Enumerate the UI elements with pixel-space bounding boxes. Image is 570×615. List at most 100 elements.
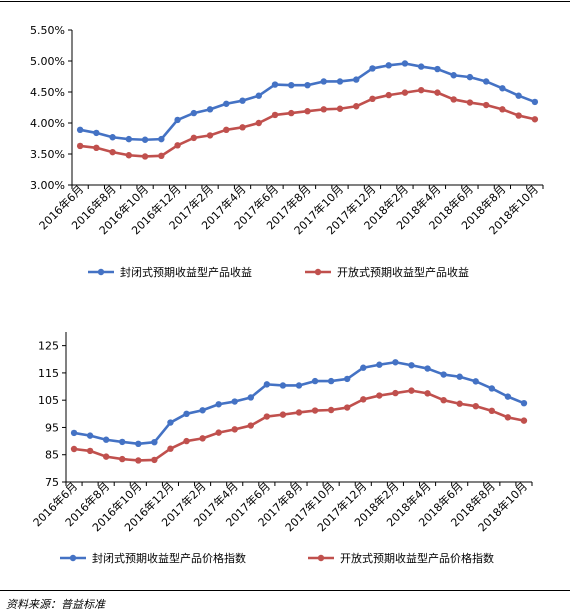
data-point (247, 422, 254, 429)
data-point (304, 108, 311, 115)
data-point (336, 78, 344, 85)
y-tick-label: 125 (38, 340, 59, 353)
data-point (311, 407, 319, 414)
chart-1: 3.00%3.50%4.00%4.50%5.00%5.50%2016年6月201… (30, 24, 544, 279)
legend-label: 封闭式预期收益型产品收益 (120, 265, 252, 279)
data-point (279, 382, 287, 389)
data-point (183, 410, 190, 418)
legend-label: 封闭式预期收益型产品价格指数 (92, 551, 246, 565)
data-point (135, 440, 142, 448)
y-tick-label: 105 (38, 394, 59, 407)
data-point (482, 101, 490, 109)
data-point (263, 413, 271, 420)
data-point (183, 437, 190, 445)
data-point (369, 65, 376, 72)
data-point (158, 135, 165, 143)
data-point (417, 86, 425, 94)
series-line-2 (79, 88, 536, 158)
data-point (440, 371, 447, 378)
data-point (86, 432, 94, 439)
data-point (369, 95, 376, 103)
data-point (344, 375, 351, 383)
data-point (141, 136, 149, 143)
legend-swatch-marker (97, 268, 105, 276)
data-point (295, 382, 303, 389)
data-point (151, 456, 158, 464)
data-point (167, 445, 174, 452)
data-point (304, 81, 311, 89)
data-point (109, 134, 116, 141)
data-point (488, 407, 496, 415)
data-point (327, 406, 335, 414)
data-point (199, 407, 206, 414)
data-point (456, 400, 463, 407)
data-point (174, 116, 181, 124)
data-point (158, 152, 165, 160)
y-tick-label: 75 (45, 476, 59, 489)
data-point (70, 445, 78, 453)
y-tick-label: 5.00% (30, 55, 65, 68)
data-point (466, 73, 474, 81)
top-rule (0, 1, 570, 2)
data-point (239, 124, 246, 131)
data-point (376, 392, 383, 399)
data-point (141, 153, 149, 160)
data-point (417, 63, 425, 70)
data-point (344, 404, 351, 411)
data-point (499, 106, 506, 113)
data-point (450, 96, 457, 103)
data-point (499, 85, 506, 92)
data-point (434, 65, 441, 73)
data-point (376, 361, 383, 368)
y-tick-label: 3.50% (30, 148, 65, 161)
data-point (255, 119, 262, 127)
y-tick-label: 85 (45, 449, 59, 462)
data-point (482, 78, 490, 85)
data-point (190, 109, 198, 117)
y-tick-label: 3.00% (30, 179, 65, 192)
data-point (295, 409, 303, 416)
data-point (531, 116, 539, 123)
data-point (288, 81, 295, 89)
data-point (263, 381, 271, 388)
data-point (70, 429, 78, 437)
data-point (215, 401, 222, 408)
data-point (472, 402, 479, 410)
data-point (288, 109, 295, 117)
data-point (320, 106, 327, 113)
source-note: 资料来源：普益标准 (6, 598, 105, 611)
data-point (231, 398, 238, 405)
legend-swatch-marker (69, 554, 77, 562)
y-tick-label: 4.00% (30, 117, 65, 130)
legend-label: 开放式预期收益型产品收益 (337, 265, 469, 279)
legend-label: 开放式预期收益型产品价格指数 (340, 551, 494, 565)
data-point (434, 89, 441, 96)
data-point (119, 438, 126, 446)
data-point (151, 438, 158, 446)
data-point (520, 417, 528, 424)
data-point (401, 60, 409, 67)
data-point (401, 89, 409, 96)
data-point (360, 364, 367, 371)
data-point (119, 455, 126, 463)
chart-2: 7585951051151252016年6月2016年8月2016年10月201… (30, 332, 533, 565)
series-line-2 (73, 389, 525, 462)
data-point (135, 457, 142, 464)
data-point (320, 78, 327, 85)
data-point (515, 92, 522, 99)
data-point (174, 142, 181, 149)
data-point (93, 144, 100, 151)
data-point (424, 390, 431, 397)
data-point (231, 426, 238, 433)
data-point (440, 396, 447, 404)
data-point (102, 436, 110, 443)
data-point (504, 414, 512, 421)
data-point (125, 152, 133, 159)
data-point (76, 126, 84, 134)
data-point (408, 362, 415, 369)
data-point (456, 373, 463, 380)
data-point (515, 112, 522, 119)
data-point (271, 111, 279, 119)
data-point (76, 142, 84, 150)
